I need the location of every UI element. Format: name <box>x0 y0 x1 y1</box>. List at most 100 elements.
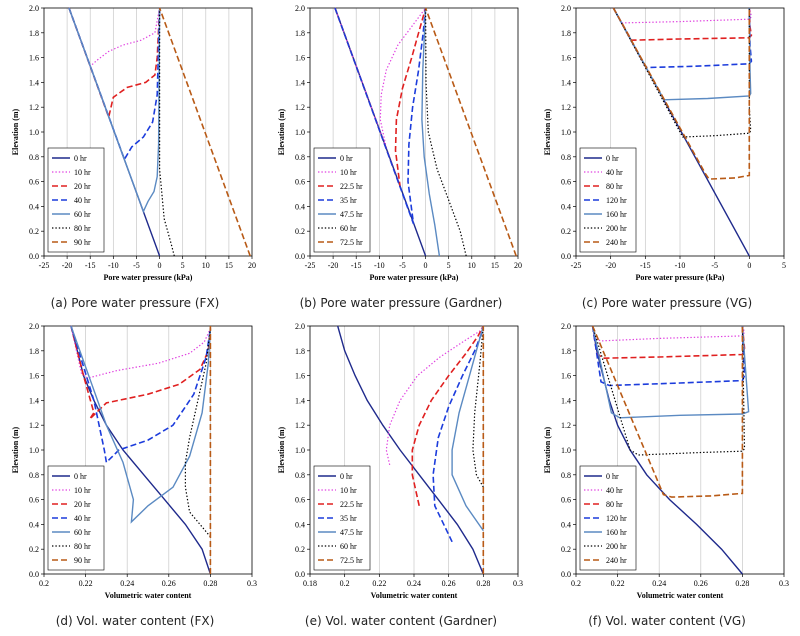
y-tick-label: 0.8 <box>295 471 305 480</box>
x-axis-label: Volumetric water content <box>637 591 724 600</box>
series-line-20-hr <box>68 7 161 120</box>
panel-caption: (c) Pore water pressure (VG) <box>581 296 753 310</box>
x-tick-label: 0.28 <box>476 579 490 588</box>
x-tick-label: 0.22 <box>372 579 386 588</box>
legend-label: 0 hr <box>74 472 87 481</box>
y-tick-label: 0.6 <box>295 496 305 505</box>
legend-label: 0 hr <box>340 154 353 163</box>
series-line-72.5-hr <box>424 7 517 257</box>
y-tick-label: 1.4 <box>295 78 305 87</box>
y-tick-label: 0.0 <box>295 570 305 579</box>
x-tick-label: 0 <box>747 261 751 270</box>
x-tick-label: 0.18 <box>303 579 317 588</box>
y-tick-label: 1.0 <box>295 446 305 455</box>
y-tick-label: 0.0 <box>561 252 571 261</box>
series-line-160-hr <box>591 325 750 419</box>
legend-label: 80 hr <box>606 500 623 509</box>
y-tick-label: 1.6 <box>295 372 305 381</box>
legend-label: 40 hr <box>74 196 91 205</box>
series-line-40-hr <box>592 325 746 342</box>
y-tick-label: 0.0 <box>29 570 39 579</box>
y-tick-label: 0.8 <box>295 153 305 162</box>
x-tick-label: 15 <box>491 261 499 270</box>
chart-svg-c: -25 -20 -15 -10 -5 0 5 0.0 0.2 0.4 0.6 0.8 1.0 1.2 1.4… <box>543 4 786 282</box>
y-tick-label: 0.2 <box>561 227 571 236</box>
legend-label: 10 hr <box>74 168 91 177</box>
y-tick-label: 0.8 <box>29 471 39 480</box>
series-line-60-hr <box>472 325 484 488</box>
legend-label: 40 hr <box>74 514 91 523</box>
y-tick-label: 1.2 <box>295 103 305 112</box>
y-tick-label: 0.2 <box>295 227 305 236</box>
chart-svg-d: 0.2 0.22 0.24 0.26 0.28 0.30.00.20.40.60.81.0… <box>11 322 257 600</box>
y-axis-label: Elevation (m) <box>277 426 286 473</box>
legend-label: 0 hr <box>606 472 619 481</box>
x-tick-label: 0.24 <box>407 579 421 588</box>
series-line-160-hr <box>612 7 752 101</box>
chart-panel-f: 0.2 0.22 0.24 0.26 0.28 0.3 0.0 0.2 0.4 0.6 0.8 1.0… <box>534 318 800 636</box>
series-line-240-hr <box>591 325 744 498</box>
panel-caption: (b) Pore water pressure (Gardner) <box>299 296 503 310</box>
y-tick-label: 1.8 <box>29 29 39 38</box>
legend-label: 60 hr <box>340 542 357 551</box>
x-tick-label: -25 <box>39 261 50 270</box>
x-tick-label: -15 <box>640 261 651 270</box>
legend-label: 60 hr <box>74 210 91 219</box>
x-tick-label: 0.24 <box>652 579 666 588</box>
y-tick-label: 0.0 <box>561 570 571 579</box>
x-tick-label: 0.22 <box>611 579 625 588</box>
legend-label: 72.5 hr <box>340 556 363 565</box>
y-tick-label: 2.0 <box>295 322 305 331</box>
legend-label: 0 hr <box>74 154 87 163</box>
legend-label: 47.5 hr <box>340 210 363 219</box>
y-tick-label: 0.4 <box>295 202 305 211</box>
y-tick-label: 0.4 <box>29 202 39 211</box>
y-tick-label: 2.0 <box>29 322 39 331</box>
x-tick-label: 0.2 <box>340 579 350 588</box>
x-tick-label: -10 <box>108 261 119 270</box>
y-tick-label: 1.8 <box>295 347 305 356</box>
x-tick-label: 0.28 <box>735 579 749 588</box>
panel-caption: (e) Vol. water content (Gardner) <box>304 614 498 628</box>
legend-label: 200 hr <box>606 224 627 233</box>
series-line-240-hr <box>612 7 751 180</box>
x-tick-label: 10 <box>468 261 476 270</box>
legend-label: 80 hr <box>74 224 91 233</box>
y-tick-label: 1.6 <box>561 372 571 381</box>
y-tick-label: 1.4 <box>29 78 39 87</box>
x-tick-label: 0 <box>158 261 162 270</box>
series-line-47.5-hr <box>421 7 441 257</box>
x-tick-label: 0.3 <box>513 579 523 588</box>
x-tick-label: 0.26 <box>442 579 456 588</box>
x-tick-label: -10 <box>675 261 686 270</box>
x-tick-label: -25 <box>305 261 316 270</box>
x-tick-label: -5 <box>133 261 140 270</box>
y-tick-label: 1.4 <box>561 396 571 405</box>
x-tick-label: -20 <box>605 261 616 270</box>
y-tick-label: 1.6 <box>561 54 571 63</box>
chart-panel-c: -25 -20 -15 -10 -5 0 5 0.0 0.2 0.4 0.6 0.8 1.0 1.2 1.4… <box>534 0 800 318</box>
y-tick-label: 1.2 <box>295 421 305 430</box>
y-tick-label: 0.6 <box>295 178 305 187</box>
y-tick-label: 0.0 <box>295 252 305 261</box>
y-tick-label: 0.4 <box>29 520 39 529</box>
legend-label: 20 hr <box>74 182 91 191</box>
x-tick-label: 0.24 <box>120 579 134 588</box>
x-tick-label: -20 <box>328 261 339 270</box>
legend-label: 22.5 hr <box>340 182 363 191</box>
y-tick-label: 0.4 <box>295 520 305 529</box>
series-line-0-hr <box>337 325 484 575</box>
y-tick-label: 1.4 <box>295 396 305 405</box>
series-line-10-hr <box>70 325 211 379</box>
y-tick-label: 1.0 <box>561 128 571 137</box>
x-axis-label: Pore water pressure (kPa) <box>370 273 459 282</box>
series-line-120-hr <box>591 325 746 387</box>
y-tick-label: 1.6 <box>295 54 305 63</box>
y-tick-label: 1.0 <box>29 128 39 137</box>
y-tick-label: 1.8 <box>561 29 571 38</box>
x-tick-label: 5 <box>782 261 786 270</box>
y-tick-label: 1.2 <box>561 421 571 430</box>
x-tick-label: 0.22 <box>79 579 93 588</box>
y-tick-label: 2.0 <box>29 4 39 13</box>
legend-label: 40 hr <box>606 486 623 495</box>
